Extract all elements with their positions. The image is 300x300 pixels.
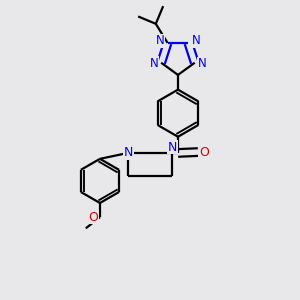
- Text: N: N: [150, 57, 158, 70]
- Text: O: O: [199, 146, 209, 159]
- Text: N: N: [192, 34, 200, 47]
- Text: N: N: [168, 141, 177, 154]
- Text: O: O: [88, 211, 98, 224]
- Text: N: N: [124, 146, 133, 159]
- Text: N: N: [156, 34, 165, 47]
- Text: N: N: [197, 57, 206, 70]
